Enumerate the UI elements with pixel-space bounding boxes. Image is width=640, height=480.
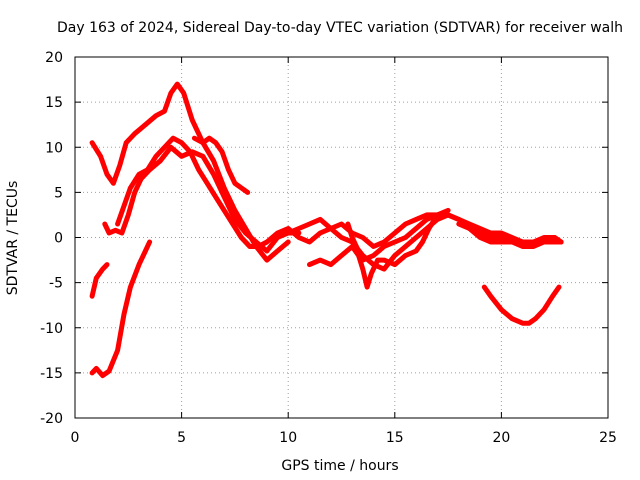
y-tick-label: -5 [49, 276, 63, 292]
series-arc-1 [89, 262, 110, 299]
y-tick-label: 0 [54, 231, 63, 247]
series-arc-9 [345, 212, 440, 263]
chart-title: Day 163 of 2024, Sidereal Day-to-day VTE… [57, 20, 623, 36]
series-arc-8 [307, 207, 451, 290]
x-tick-label: 0 [71, 430, 80, 446]
y-tick-label: -15 [40, 366, 63, 382]
series-arc-5 [115, 135, 564, 272]
grid [75, 57, 608, 418]
x-axis-label: GPS time / hours [281, 458, 398, 474]
axis-ticks: 0 5 10 15 20 25 -20 -15 -10 -5 0 5 10 15 20 [40, 50, 617, 446]
plot-frame [74, 56, 609, 419]
x-tick-label: 25 [599, 430, 617, 446]
series-arc-10 [456, 221, 564, 249]
y-tick-label: 10 [45, 140, 63, 156]
x-tick-label: 10 [279, 430, 297, 446]
y-axis-label: SDTVAR / TECUs [5, 181, 21, 296]
y-tick-label: 15 [45, 95, 63, 111]
x-tick-label: 20 [492, 430, 510, 446]
series-arc-11 [481, 284, 562, 326]
x-tick-label: 5 [177, 430, 186, 446]
series-arc-6 [191, 135, 251, 195]
series-arc-7 [285, 212, 564, 249]
y-tick-label: -10 [40, 321, 63, 337]
x-tick-label: 15 [386, 430, 404, 446]
series-arc-4 [102, 144, 302, 254]
y-tick-label: 5 [54, 185, 63, 201]
y-tick-label: -20 [40, 411, 63, 427]
series-arc-2 [89, 239, 153, 379]
y-tick-label: 20 [45, 50, 63, 66]
data-series [89, 81, 564, 379]
